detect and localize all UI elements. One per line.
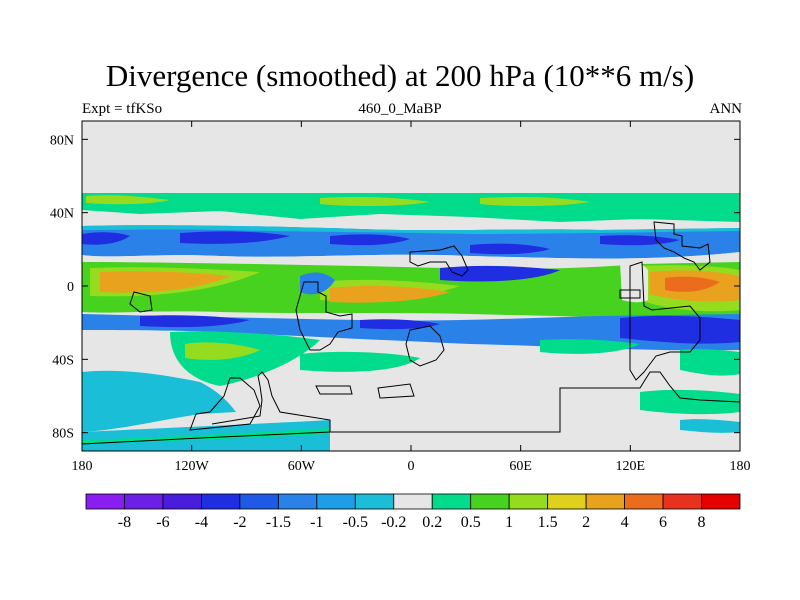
colorbar-level-label: -1.5 bbox=[266, 514, 291, 531]
colorbar-level-label: 0.5 bbox=[461, 514, 481, 531]
axis-ticks bbox=[81, 121, 741, 451]
coastlines bbox=[81, 221, 741, 445]
colorbar-swatch bbox=[316, 493, 356, 510]
antarctica-lower bbox=[81, 431, 331, 445]
x-tick-label: 180 bbox=[72, 459, 93, 474]
colorbar-swatch bbox=[201, 493, 241, 510]
colorbar-swatch bbox=[508, 493, 549, 510]
colorbar-level-label: 4 bbox=[621, 514, 629, 531]
australia-coast bbox=[629, 261, 701, 381]
colorbar-swatch bbox=[547, 493, 587, 510]
colorbar-level-label: 0.2 bbox=[422, 514, 442, 531]
colorbar bbox=[85, 493, 741, 510]
colorbar-swatch bbox=[354, 493, 395, 510]
asia-coast bbox=[653, 221, 711, 271]
y-tick-label: 40S bbox=[52, 353, 74, 368]
southern-cyan-region bbox=[82, 370, 236, 432]
period-label: 460_0_MaBP bbox=[358, 101, 442, 117]
colorbar-swatch bbox=[239, 493, 279, 510]
colorbar-level-label: -6 bbox=[156, 514, 169, 531]
sh-green-band bbox=[170, 331, 740, 386]
colorbar-swatch bbox=[431, 493, 472, 510]
colorbar-level-label: 1 bbox=[505, 514, 513, 531]
south-america-coast bbox=[295, 281, 353, 351]
central-america-coast bbox=[129, 291, 153, 313]
colorbar-level-label: 8 bbox=[698, 514, 706, 531]
sh-pacific-green bbox=[640, 389, 740, 415]
colorbar-swatch bbox=[162, 493, 202, 510]
nh-green-band-yellow-patches bbox=[86, 195, 590, 207]
x-tick-label: 120E bbox=[616, 459, 646, 474]
colorbar-level-label: 2 bbox=[582, 514, 590, 531]
colorbar-labels: -8 -6 -4 -2 -1.5 -1 -0.5 -0.2 0.2 0.5 1 1.5 2 4 6 8 bbox=[118, 514, 706, 531]
antarctica bbox=[211, 371, 741, 433]
island-south-georgia bbox=[315, 385, 353, 395]
island-kerguelen bbox=[377, 383, 415, 399]
tropical-orange-band bbox=[100, 270, 740, 303]
indonesia-coast bbox=[619, 289, 641, 299]
x-tick-label: 60E bbox=[509, 459, 532, 474]
y-tick-label: 40N bbox=[50, 207, 74, 222]
y-tick-label: 80N bbox=[50, 133, 74, 148]
colorbar-swatch bbox=[701, 493, 741, 510]
y-axis-labels: 80N 40N 0 40S 80S bbox=[50, 133, 74, 441]
antarctic-coast bbox=[189, 377, 261, 431]
nh-cyan-rims bbox=[82, 225, 740, 234]
africa-coast bbox=[409, 245, 469, 277]
sh-yellow-cell bbox=[185, 342, 260, 360]
season-label: ANN bbox=[709, 101, 743, 117]
colorbar-swatch bbox=[393, 493, 433, 510]
experiment-label: Expt = tfKSo bbox=[82, 101, 163, 117]
southern-green-strip bbox=[82, 428, 330, 444]
colorbar-level-label: -0.2 bbox=[381, 514, 406, 531]
colorbar-swatch bbox=[624, 493, 664, 510]
nh-deep-blue-cells bbox=[82, 231, 680, 255]
colorbar-level-label: 1.5 bbox=[538, 514, 558, 531]
y-tick-label: 80S bbox=[52, 427, 74, 442]
sh-deep-blue-cells bbox=[140, 315, 740, 344]
colorbar-level-label: -8 bbox=[118, 514, 131, 531]
divergence-field bbox=[82, 193, 740, 451]
colorbar-swatch bbox=[662, 493, 702, 510]
pacific-gap bbox=[620, 261, 648, 303]
colorbar-swatch bbox=[85, 493, 125, 510]
x-tick-label: 0 bbox=[408, 459, 415, 474]
x-tick-label: 180 bbox=[730, 459, 751, 474]
colorbar-swatch bbox=[470, 493, 510, 510]
colorbar-swatch bbox=[585, 493, 625, 510]
africa-south-coast bbox=[405, 325, 445, 367]
y-tick-label: 0 bbox=[67, 280, 74, 295]
tropical-red-core bbox=[665, 276, 720, 292]
colorbar-swatch bbox=[124, 493, 164, 510]
colorbar-swatch bbox=[277, 493, 318, 510]
colorbar-level-label: 6 bbox=[659, 514, 667, 531]
x-tick-label: 60W bbox=[288, 459, 316, 474]
colorbar-level-label: -1 bbox=[310, 514, 323, 531]
colorbar-level-label: -4 bbox=[195, 514, 208, 531]
sh-pacific-cyan bbox=[680, 419, 740, 433]
africa-blue-cell bbox=[440, 265, 560, 282]
x-tick-label: 120W bbox=[175, 459, 210, 474]
colorbar-level-label: -2 bbox=[233, 514, 246, 531]
colorbar-level-label: -0.5 bbox=[343, 514, 368, 531]
x-axis-labels: 180 120W 60W 0 60E 120E 180 bbox=[72, 459, 751, 474]
chart-title: Divergence (smoothed) at 200 hPa (10**6 … bbox=[105, 58, 695, 93]
